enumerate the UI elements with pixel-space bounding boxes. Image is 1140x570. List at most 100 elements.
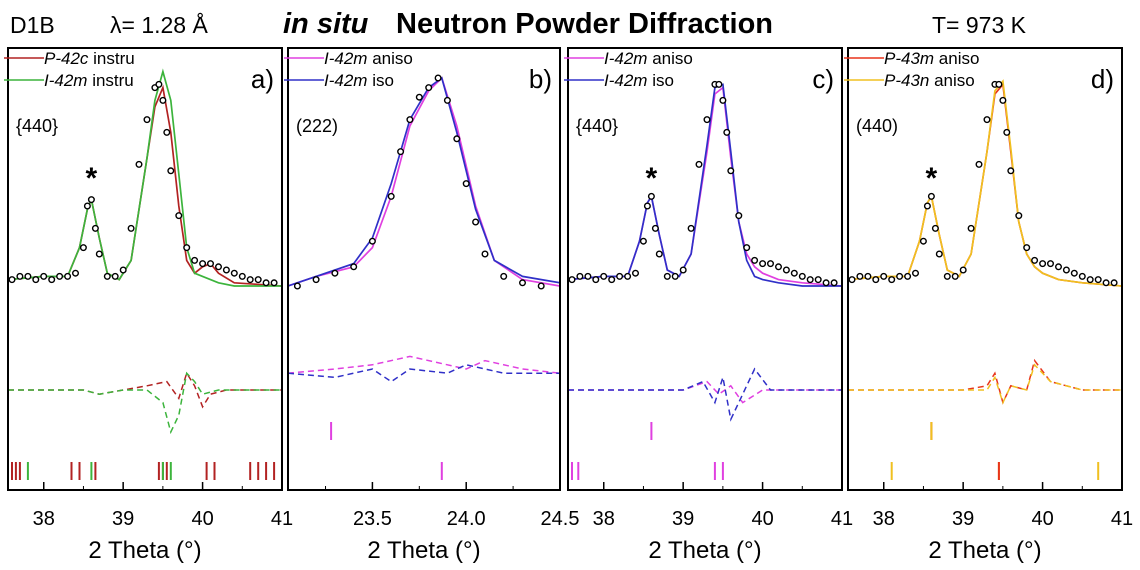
observed-point — [135, 160, 143, 168]
observed-point — [16, 272, 24, 280]
observed-point — [888, 276, 896, 284]
observed-point — [127, 224, 135, 232]
plot-area — [9, 68, 281, 480]
panel-2: 23.5 24.0 24.5 2 Theta (°) b) (222) I-42m anis… — [284, 47, 580, 564]
panel-label: d) — [1091, 64, 1114, 94]
difference-curve-1 — [289, 355, 559, 374]
plot-area — [569, 80, 841, 480]
observed-point — [32, 276, 40, 284]
observed-point — [1070, 269, 1078, 277]
observed-point — [262, 279, 270, 287]
x-tick-label: 39 — [672, 508, 694, 530]
observed-point — [767, 260, 775, 268]
observed-point — [350, 263, 358, 271]
observed-point — [830, 279, 838, 287]
observed-point — [1094, 276, 1102, 284]
observed-point — [663, 272, 671, 280]
observed-point — [425, 84, 433, 92]
observed-point — [79, 244, 87, 252]
observed-point — [592, 276, 600, 284]
observed-point — [655, 250, 663, 258]
observed-point — [1007, 167, 1015, 175]
observed-point — [849, 276, 856, 284]
observed-point — [64, 272, 72, 280]
observed-point — [1078, 272, 1086, 280]
plot-area — [289, 74, 559, 480]
observed-point — [975, 160, 983, 168]
x-tick-label: 38 — [593, 508, 615, 530]
observed-point — [943, 272, 951, 280]
temperature-label: T= 973 K — [932, 12, 1027, 38]
observed-point — [1046, 260, 1054, 268]
observed-point — [864, 272, 872, 280]
panel-frame — [567, 47, 843, 491]
x-tick-label: 40 — [751, 508, 773, 530]
wavelength-label: λ= 1.28 Å — [110, 11, 208, 38]
difference-curve-2 — [9, 371, 281, 435]
observed-point — [723, 128, 731, 136]
observed-point — [103, 272, 111, 280]
observed-point — [56, 272, 64, 280]
observed-point — [679, 266, 687, 274]
observed-point — [1015, 212, 1023, 220]
observed-point — [935, 250, 943, 258]
observed-point — [1039, 260, 1047, 268]
x-axis-title: 2 Theta (°) — [88, 537, 201, 564]
legend-label-2: I-42m iso — [604, 71, 674, 90]
panel-1: 38 39 40 41 2 Theta (°) a) {440} * P-42c instru I… — [4, 47, 293, 564]
observed-point — [48, 276, 56, 284]
observed-point — [214, 263, 222, 271]
observed-point — [995, 80, 1003, 88]
series-line-1 — [289, 76, 559, 287]
observed-point — [880, 272, 888, 280]
observed-point — [1062, 266, 1070, 274]
impurity-star: * — [926, 162, 938, 195]
x-axis-title: 2 Theta (°) — [648, 537, 761, 564]
series-line-2 — [569, 83, 841, 287]
observed-point — [159, 96, 167, 104]
x-tick-label: 24.5 — [541, 508, 580, 530]
difference-curve-2 — [289, 364, 559, 383]
observed-point — [959, 266, 967, 274]
x-tick-label: 38 — [33, 508, 55, 530]
observed-point — [967, 224, 975, 232]
observed-point — [143, 116, 151, 124]
x-tick-label: 40 — [191, 508, 213, 530]
impurity-star: * — [86, 162, 98, 195]
observed-point — [856, 272, 864, 280]
observed-point — [923, 202, 931, 210]
observed-point — [743, 244, 751, 252]
observed-point — [163, 128, 171, 136]
observed-point — [9, 276, 16, 284]
x-axis-title: 2 Theta (°) — [367, 537, 480, 564]
observed-point — [1110, 279, 1118, 287]
observed-point — [695, 160, 703, 168]
x-tick-label: 39 — [112, 508, 134, 530]
observed-point — [111, 272, 119, 280]
legend-label-2: I-42m instru — [44, 71, 134, 90]
observed-point — [387, 192, 395, 200]
observed-point — [183, 244, 191, 252]
observed-point — [703, 116, 711, 124]
series-line-2 — [849, 79, 1121, 287]
observed-point — [584, 272, 592, 280]
observed-point — [1102, 279, 1110, 287]
observed-point — [671, 272, 679, 280]
panel-frame — [287, 47, 561, 491]
observed-point — [191, 256, 199, 264]
observed-point — [632, 269, 640, 277]
observed-point — [500, 272, 508, 280]
observed-point — [904, 272, 912, 280]
observed-point — [687, 224, 695, 232]
observed-point — [1031, 256, 1039, 264]
panel-label: a) — [251, 64, 274, 94]
observed-point — [481, 250, 489, 258]
observed-point — [167, 167, 175, 175]
observed-point — [719, 96, 727, 104]
observed-point — [119, 266, 127, 274]
observed-point — [790, 269, 798, 277]
reflection-label: (222) — [296, 116, 338, 136]
x-axis-title: 2 Theta (°) — [928, 537, 1041, 564]
legend-label-1: P-42c instru — [44, 49, 135, 68]
observed-point — [1023, 244, 1031, 252]
